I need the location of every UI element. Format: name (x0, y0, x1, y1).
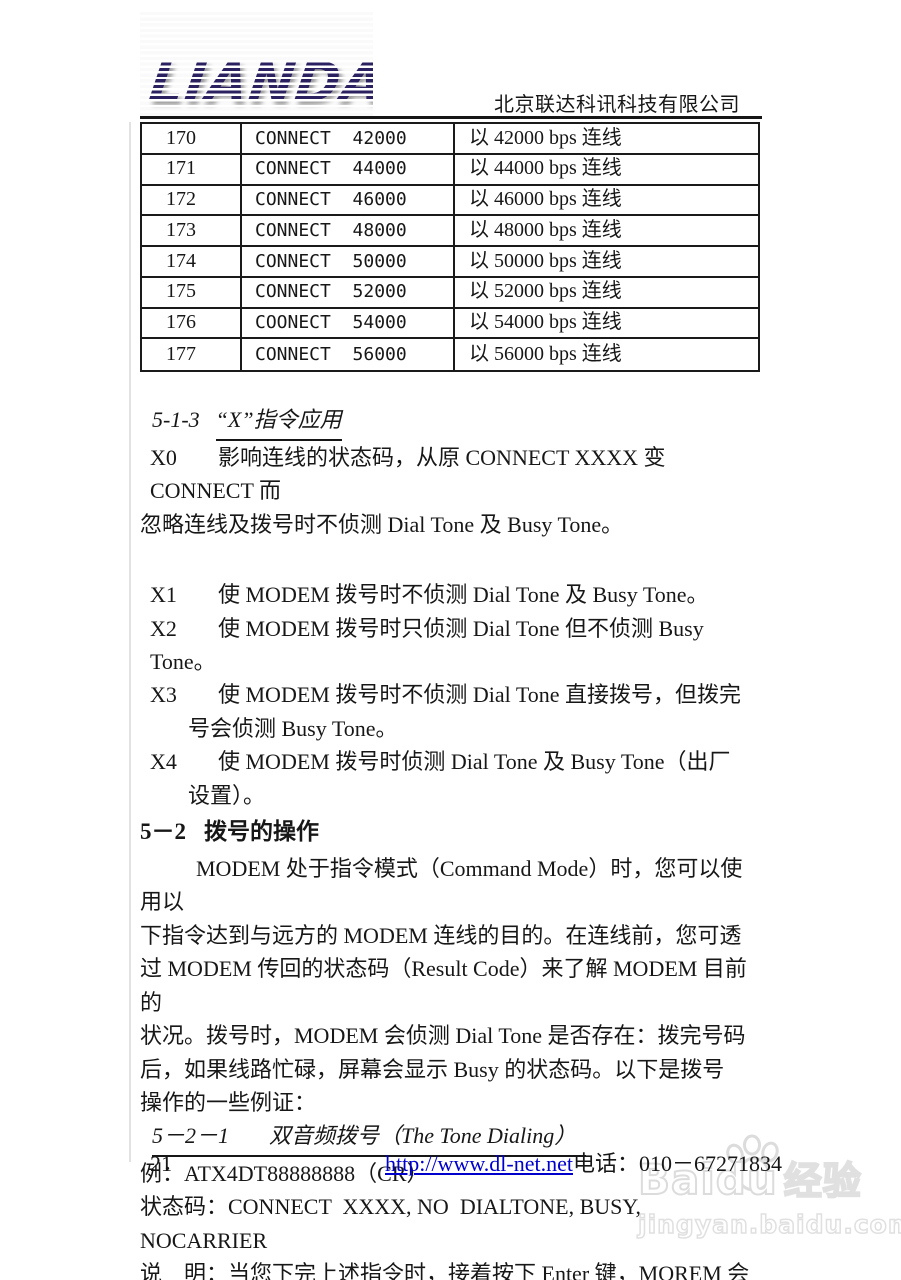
x1-line: X1 使 MODEM 拨号时不侦测 Dial Tone 及 Busy Tone。 (140, 578, 762, 611)
cell-result: CONNECT 50000 (240, 247, 453, 276)
x-command-code: X2 (150, 615, 177, 641)
cell-result: CONNECT 42000 (240, 124, 453, 153)
table-row: 176 COONECT 54000 以 54000 bps 连线 (142, 308, 758, 340)
section-title: 双音频拨号（The Tone Dialing） (269, 1123, 577, 1149)
cell-result: CONNECT 46000 (240, 185, 453, 215)
status-codes-line: 状态码：CONNECT XXXX, NO DIALTONE, BUSY, NOC… (140, 1194, 647, 1253)
x3-line-1: X3 使 MODEM 拨号时不侦测 Dial Tone 直接拨号，但拨完 (140, 678, 762, 711)
phone-number: 电话：010－67271834 (573, 1151, 783, 1176)
x-command-text: 影响连线的状态码，从原 CONNECT XXXX 变 CONNECT 而 (150, 445, 672, 504)
cell-result: COONECT 54000 (240, 308, 453, 338)
cell-meaning: 以 56000 bps 连线 (453, 339, 758, 370)
cell-result: CONNECT 56000 (240, 339, 453, 370)
cell-meaning: 以 46000 bps 连线 (453, 185, 758, 215)
table-row: 170 CONNECT 42000 以 42000 bps 连线 (142, 124, 758, 155)
header-rule (140, 116, 762, 119)
x-command-code: X4 (150, 749, 177, 775)
cell-code: 176 (166, 311, 196, 334)
paragraph-line: 状况。拨号时，MODEM 会侦测 Dial Tone 是否存在：拨完号码 (140, 1023, 746, 1049)
section-heading-5-2: 5－2 拨号的操作 (140, 812, 762, 852)
cell-code: 171 (166, 157, 196, 180)
paragraph-line: 后，如果线路忙碌，屏幕会显示 Busy 的状态码。以下是拨号 (140, 1056, 725, 1082)
page-number: 21 (150, 1151, 172, 1176)
x4-line-1: X4 使 MODEM 拨号时侦测 Dial Tone 及 Busy Tone（出厂 (140, 745, 762, 778)
x0-line-1: X0 影响连线的状态码，从原 CONNECT XXXX 变 CONNECT 而 (140, 441, 762, 508)
x3-line-2: 号会侦测 Busy Tone。 (188, 715, 398, 741)
cell-meaning: 以 48000 bps 连线 (453, 216, 758, 245)
table-row: 172 CONNECT 46000 以 46000 bps 连线 (142, 185, 758, 217)
section-number: 5－2－1 (152, 1123, 230, 1149)
cell-code: 177 (166, 342, 196, 365)
table-row: 174 CONNECT 50000 以 50000 bps 连线 (142, 247, 758, 278)
watermark-domain: jingyan.baidu.com (637, 1209, 901, 1240)
cell-meaning: 以 54000 bps 连线 (453, 308, 758, 338)
note-line-1: 说 明：当您下完上述指令时，接着按下 Enter 键，MOREM 会 (140, 1260, 750, 1280)
page-content: 170 CONNECT 42000 以 42000 bps 连线 171 CON… (140, 122, 762, 1280)
result-code-table: 170 CONNECT 42000 以 42000 bps 连线 171 CON… (140, 122, 760, 372)
footer-contact: http://www.dl-net.net电话：010－67271834 (385, 1147, 782, 1180)
table-row: 171 CONNECT 44000 以 44000 bps 连线 (142, 154, 758, 186)
example-line: 例：ATX4DT88888888（CR） (140, 1160, 429, 1186)
scan-edge-shadow (129, 122, 131, 1162)
baidu-jingyan-watermark: Baidu 经验 jingyan.baidu.com (637, 1134, 901, 1240)
watermark-brand-text: Baidu (637, 1154, 778, 1205)
x0-line-2: 忽略连线及拨号时不侦测 Dial Tone 及 Busy Tone。 (140, 511, 624, 537)
x-command-code: X1 (150, 582, 177, 608)
cell-meaning: 以 44000 bps 连线 (453, 154, 758, 184)
cell-result: CONNECT 48000 (240, 216, 453, 245)
cell-meaning: 以 42000 bps 连线 (453, 124, 758, 153)
paragraph-line: 下指令达到与远方的 MODEM 连线的目的。在连线前，您可透 (140, 922, 742, 948)
paragraph-line: 过 MODEM 传回的状态码（Result Code）来了解 MODEM 目前的 (140, 956, 747, 1015)
cell-meaning: 以 50000 bps 连线 (453, 247, 758, 276)
x2-line: X2 使 MODEM 拨号时只侦测 Dial Tone 但不侦测 Busy Ton… (140, 612, 762, 679)
cell-code: 170 (166, 126, 196, 149)
section-title: “X”指令应用 (215, 403, 342, 441)
company-name: 北京联达科讯科技有限公司 (494, 94, 740, 116)
watermark-brand-row: Baidu 经验 (637, 1134, 868, 1206)
x-command-code: X3 (150, 682, 177, 708)
paragraph-line: 操作的一些例证： (140, 1089, 317, 1115)
lianda-logo: LIANDA (140, 12, 373, 118)
watermark-brand-cn: 经验 (783, 1158, 862, 1204)
section-number: 5－2 (140, 819, 186, 845)
section-title: 拨号的操作 (204, 819, 319, 845)
logo-stripes-overlay (140, 12, 373, 118)
cell-code: 173 (166, 218, 196, 241)
x-command-text: 使 MODEM 拨号时侦测 Dial Tone 及 Busy Tone（出厂 (218, 749, 731, 775)
page-footer: 21 http://www.dl-net.net电话：010－67271834 (140, 1147, 860, 1180)
cell-code: 175 (166, 280, 196, 303)
x-command-text: 使 MODEM 拨号时只侦测 Dial Tone 但不侦测 Busy Tone。 (150, 615, 709, 675)
cell-code: 174 (166, 249, 196, 272)
paragraph-line: MODEM 处于指令模式（Command Mode）时，您可以使用以 (140, 856, 743, 915)
cell-code: 172 (166, 188, 196, 211)
section-number: 5-1-3 (152, 407, 200, 432)
x4-line-2: 设置）。 (188, 782, 266, 808)
cell-result: CONNECT 44000 (240, 154, 453, 184)
table-row: 177 CONNECT 56000 以 56000 bps 连线 (142, 339, 758, 370)
section-heading-5-1-3: 5-1-3 “X”指令应用 (140, 403, 762, 441)
cell-meaning: 以 52000 bps 连线 (453, 277, 758, 307)
x-command-code: X0 (150, 445, 177, 470)
x-command-text: 使 MODEM 拨号时不侦测 Dial Tone 直接拨号，但拨完 (218, 682, 741, 708)
x-command-text: 使 MODEM 拨号时不侦测 Dial Tone 及 Busy Tone。 (218, 582, 709, 608)
section-heading-5-2-1: 5－2－1 双音频拨号（The Tone Dialing） (140, 1119, 762, 1157)
cell-result: CONNECT 52000 (240, 277, 453, 307)
table-row: 173 CONNECT 48000 以 48000 bps 连线 (142, 216, 758, 247)
website-link[interactable]: http://www.dl-net.net (385, 1151, 573, 1176)
table-row: 175 CONNECT 52000 以 52000 bps 连线 (142, 277, 758, 309)
